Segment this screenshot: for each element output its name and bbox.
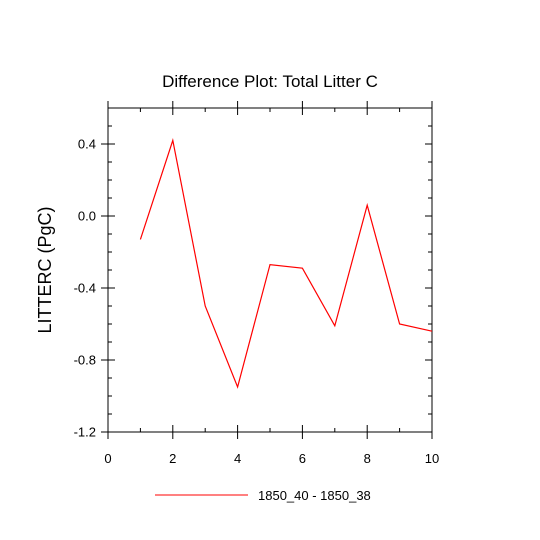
legend: 1850_40 - 1850_38 (155, 488, 371, 503)
y-axis-label: LITTERC (PgC) (35, 206, 55, 333)
plot-frame (107, 107, 433, 433)
series-line (139, 138, 433, 389)
y-tick-label: 0.0 (78, 209, 96, 224)
x-tick-label: 10 (425, 451, 439, 466)
y-tick-label: -0.8 (74, 353, 96, 368)
y-tick-label: 0.4 (78, 137, 96, 152)
x-tick-label: 8 (364, 451, 371, 466)
series-layer (139, 138, 433, 389)
y-tick-label: -1.2 (74, 425, 96, 440)
chart-title: Difference Plot: Total Litter C (162, 72, 378, 91)
axis-ticks: -1.2 -0.8 -0.4 0.0 0.4 0 2 4 6 8 10 (74, 101, 439, 466)
x-tick-label: 2 (169, 451, 176, 466)
x-tick-label: 6 (299, 451, 306, 466)
x-tick-label: 0 (104, 451, 111, 466)
y-tick-label: -0.4 (74, 281, 96, 296)
x-tick-label: 4 (234, 451, 241, 466)
legend-label: 1850_40 - 1850_38 (258, 488, 371, 503)
